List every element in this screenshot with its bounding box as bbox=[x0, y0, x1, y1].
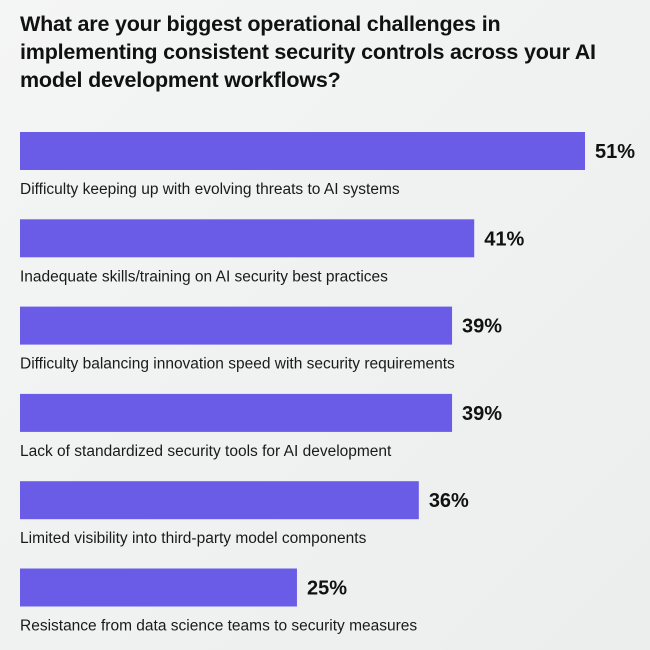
bar bbox=[20, 568, 297, 607]
bar bbox=[20, 219, 475, 258]
category-label: Difficulty balancing innovation speed wi… bbox=[20, 356, 455, 373]
category-label: Resistance from data science teams to se… bbox=[20, 618, 417, 635]
category-label: Lack of standardized security tools for … bbox=[20, 443, 392, 460]
data-label: 25% bbox=[307, 578, 347, 600]
bar bbox=[20, 132, 585, 170]
data-label: 41% bbox=[484, 228, 524, 250]
chart-title: What are your biggest operational challe… bbox=[20, 12, 596, 92]
data-label: 36% bbox=[429, 490, 469, 512]
category-label: Inadequate skills/training on AI securit… bbox=[20, 268, 388, 285]
bar bbox=[20, 393, 453, 432]
category-label: Difficulty keeping up with evolving thre… bbox=[20, 181, 400, 198]
category-label: Limited visibility into third-party mode… bbox=[20, 530, 367, 547]
data-label: 51% bbox=[595, 141, 635, 163]
data-label: 39% bbox=[462, 316, 502, 338]
data-label: 39% bbox=[462, 403, 502, 425]
bar bbox=[20, 306, 453, 345]
bar bbox=[20, 481, 419, 520]
